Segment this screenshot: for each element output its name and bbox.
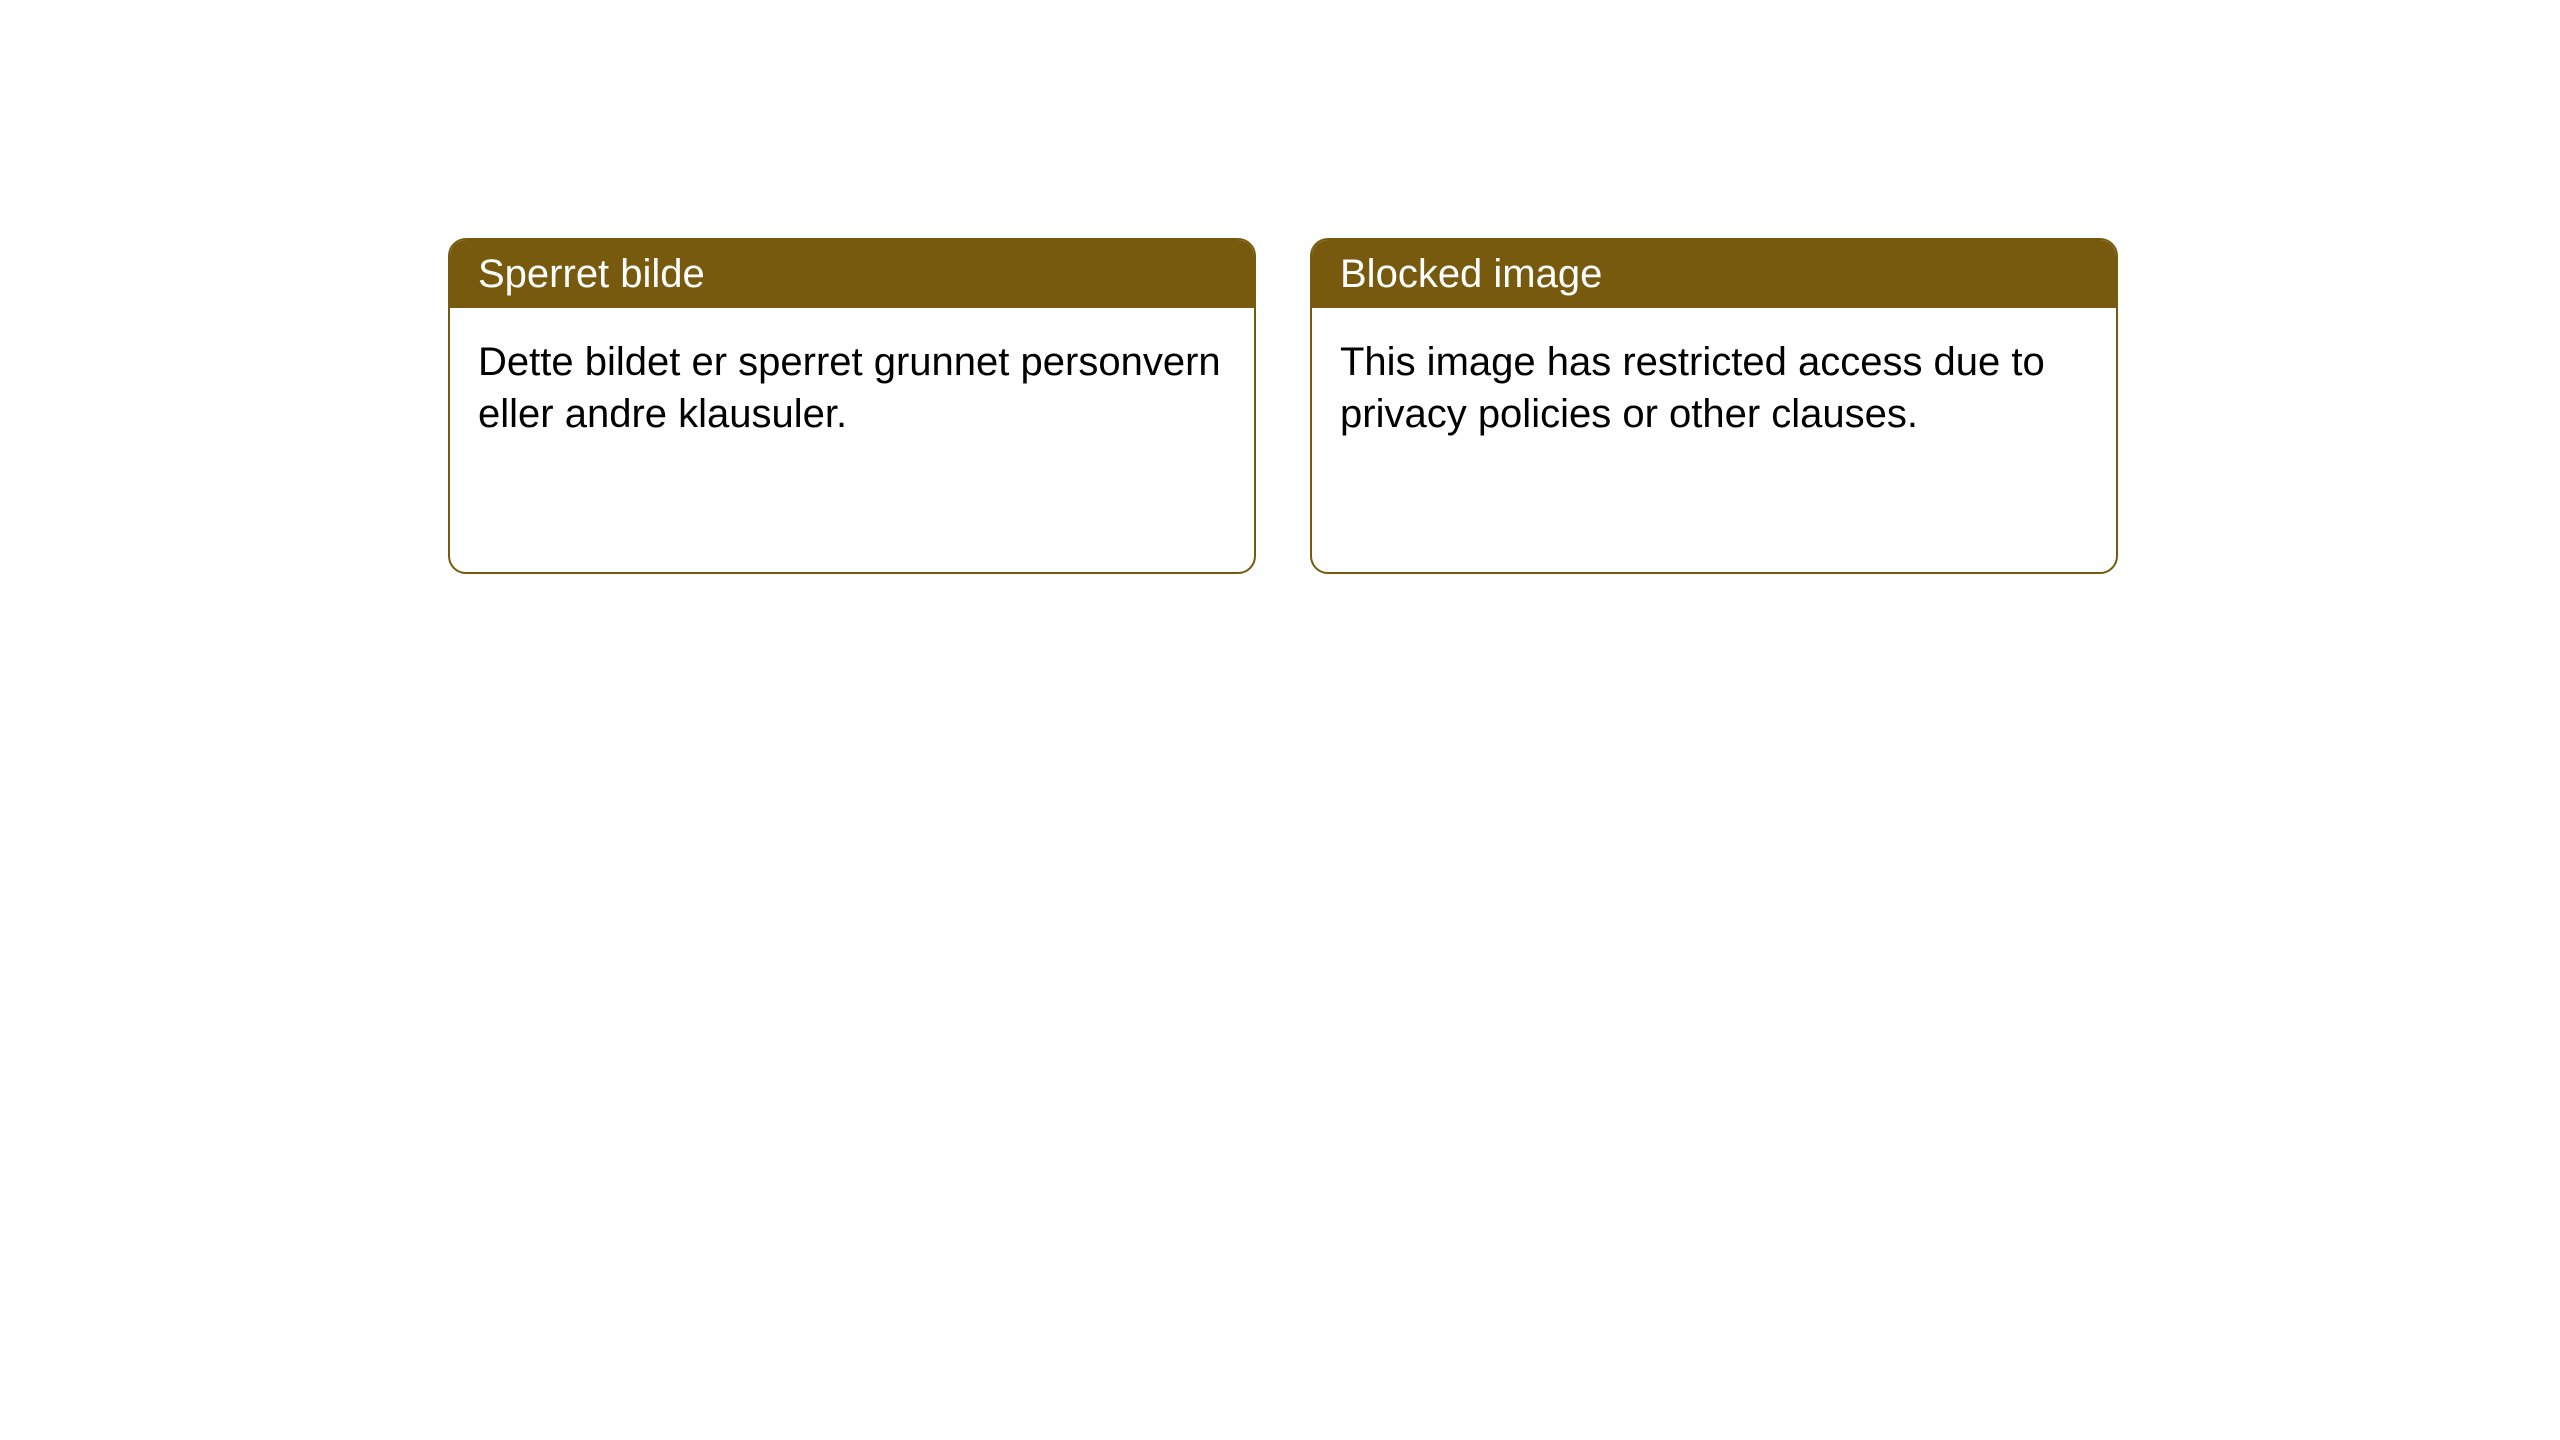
- notice-body-norwegian: Dette bildet er sperret grunnet personve…: [450, 308, 1254, 468]
- notice-title-english: Blocked image: [1312, 240, 2116, 308]
- notice-title-norwegian: Sperret bilde: [450, 240, 1254, 308]
- notice-card-english: Blocked image This image has restricted …: [1310, 238, 2118, 574]
- notice-container: Sperret bilde Dette bildet er sperret gr…: [0, 0, 2560, 574]
- notice-body-english: This image has restricted access due to …: [1312, 308, 2116, 468]
- notice-card-norwegian: Sperret bilde Dette bildet er sperret gr…: [448, 238, 1256, 574]
